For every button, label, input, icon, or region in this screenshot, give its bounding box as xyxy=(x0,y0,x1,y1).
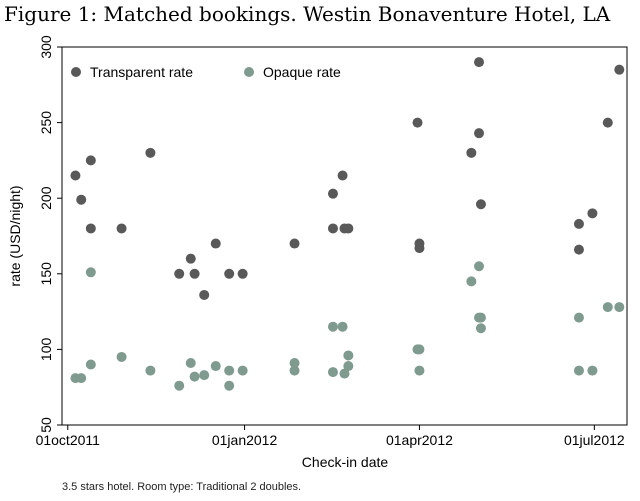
transparent-rate-point xyxy=(475,199,486,210)
transparent-rate-point xyxy=(289,238,300,249)
transparent-rate-point xyxy=(573,218,584,229)
legend-label-opaque: Opaque rate xyxy=(263,64,341,80)
y-tick-label: 150 xyxy=(38,262,54,286)
opaque-rate-point xyxy=(474,261,485,272)
x-axis-ticks: 01oct2011 01jan2012 01apr2012 01jul2012 xyxy=(36,425,625,448)
x-tick-label: 01jul2012 xyxy=(564,432,625,448)
opaque-rate-point xyxy=(573,312,584,323)
opaque-rate-point xyxy=(337,321,348,332)
transparent-rate-point xyxy=(199,289,210,300)
transparent-rate-point xyxy=(174,268,185,279)
transparent-rate-point xyxy=(116,223,127,234)
opaque-rate-point xyxy=(116,351,127,362)
transparent-rate-point xyxy=(474,128,485,139)
legend-marker-opaque xyxy=(244,67,254,77)
y-axis-label: rate (USD/night) xyxy=(7,185,23,286)
y-axis-ticks: 50 100 150 200 250 300 xyxy=(38,35,62,433)
opaque-rate-point xyxy=(174,380,185,391)
opaque-rate-point xyxy=(339,368,350,379)
opaque-rate-point xyxy=(185,358,196,369)
y-tick-label: 50 xyxy=(38,417,54,433)
figure-note: 3.5 stars hotel. Room type: Traditional … xyxy=(62,481,302,493)
opaque-rate-point xyxy=(343,361,354,372)
transparent-rate-point xyxy=(145,147,156,158)
opaque-rate-point xyxy=(343,350,354,361)
opaque-rate-point xyxy=(587,365,598,376)
transparent-rate-point xyxy=(327,188,338,199)
transparent-rate-point xyxy=(466,147,477,158)
opaque-rate-point xyxy=(414,365,425,376)
y-tick-label: 200 xyxy=(38,186,54,210)
transparent-rate-point xyxy=(85,223,96,234)
transparent-rate-point xyxy=(85,155,96,166)
transparent-rate-point xyxy=(76,194,87,205)
transparent-rate-point xyxy=(343,223,354,234)
opaque-rate-point xyxy=(199,370,210,381)
opaque-rate-point xyxy=(224,365,235,376)
transparent-rate-point xyxy=(224,268,235,279)
transparent-rate-point xyxy=(337,170,348,181)
plot-frame xyxy=(61,46,628,426)
opaque-rate-point xyxy=(85,267,96,278)
x-axis-label: Check-in date xyxy=(302,454,389,470)
opaque-rate-point xyxy=(327,367,338,378)
legend-label-transparent: Transparent rate xyxy=(90,64,193,80)
x-tick-label: 01apr2012 xyxy=(386,432,453,448)
opaque-rate-point xyxy=(145,365,156,376)
transparent-rate-point xyxy=(474,57,485,68)
legend: Transparent rate Opaque rate xyxy=(71,64,341,80)
legend-marker-transparent xyxy=(71,67,81,77)
transparent-rate-point xyxy=(210,238,221,249)
opaque-rate-point xyxy=(237,365,248,376)
opaque-rate-point xyxy=(189,371,200,382)
opaque-rate-point xyxy=(573,365,584,376)
transparent-rate-point xyxy=(587,208,598,219)
y-tick-label: 300 xyxy=(38,35,54,59)
y-tick-label: 250 xyxy=(38,111,54,135)
transparent-rate-point xyxy=(602,117,613,128)
transparent-rate-point xyxy=(70,170,81,181)
opaque-rate-point xyxy=(224,380,235,391)
opaque-rate-point xyxy=(76,373,87,384)
y-tick-label: 100 xyxy=(38,338,54,362)
transparent-rate-point xyxy=(185,253,196,264)
x-tick-label: 01jan2012 xyxy=(212,432,278,448)
opaque-rate-point xyxy=(466,276,477,287)
transparent-rate-point xyxy=(189,268,200,279)
transparent-rate-point xyxy=(573,244,584,255)
figure-title: Figure 1: Matched bookings. Westin Bonav… xyxy=(4,2,611,26)
opaque-rate-point xyxy=(289,358,300,369)
transparent-rate-point xyxy=(414,243,425,254)
opaque-rate-point xyxy=(614,302,625,313)
transparent-rate-point xyxy=(614,64,625,75)
opaque-rate-point xyxy=(475,312,486,323)
x-tick-label: 01oct2011 xyxy=(36,432,101,448)
opaque-rate-point xyxy=(210,361,221,372)
transparent-rate-point xyxy=(237,268,248,279)
opaque-rate-point xyxy=(602,302,613,313)
opaque-rate-point xyxy=(327,321,338,332)
opaque-rate-point xyxy=(414,344,425,355)
transparent-rate-point xyxy=(412,117,423,128)
data-points xyxy=(70,57,625,391)
opaque-rate-point xyxy=(85,359,96,370)
transparent-rate-point xyxy=(327,223,338,234)
opaque-rate-point xyxy=(475,323,486,334)
opaque-rate-point xyxy=(289,365,300,376)
